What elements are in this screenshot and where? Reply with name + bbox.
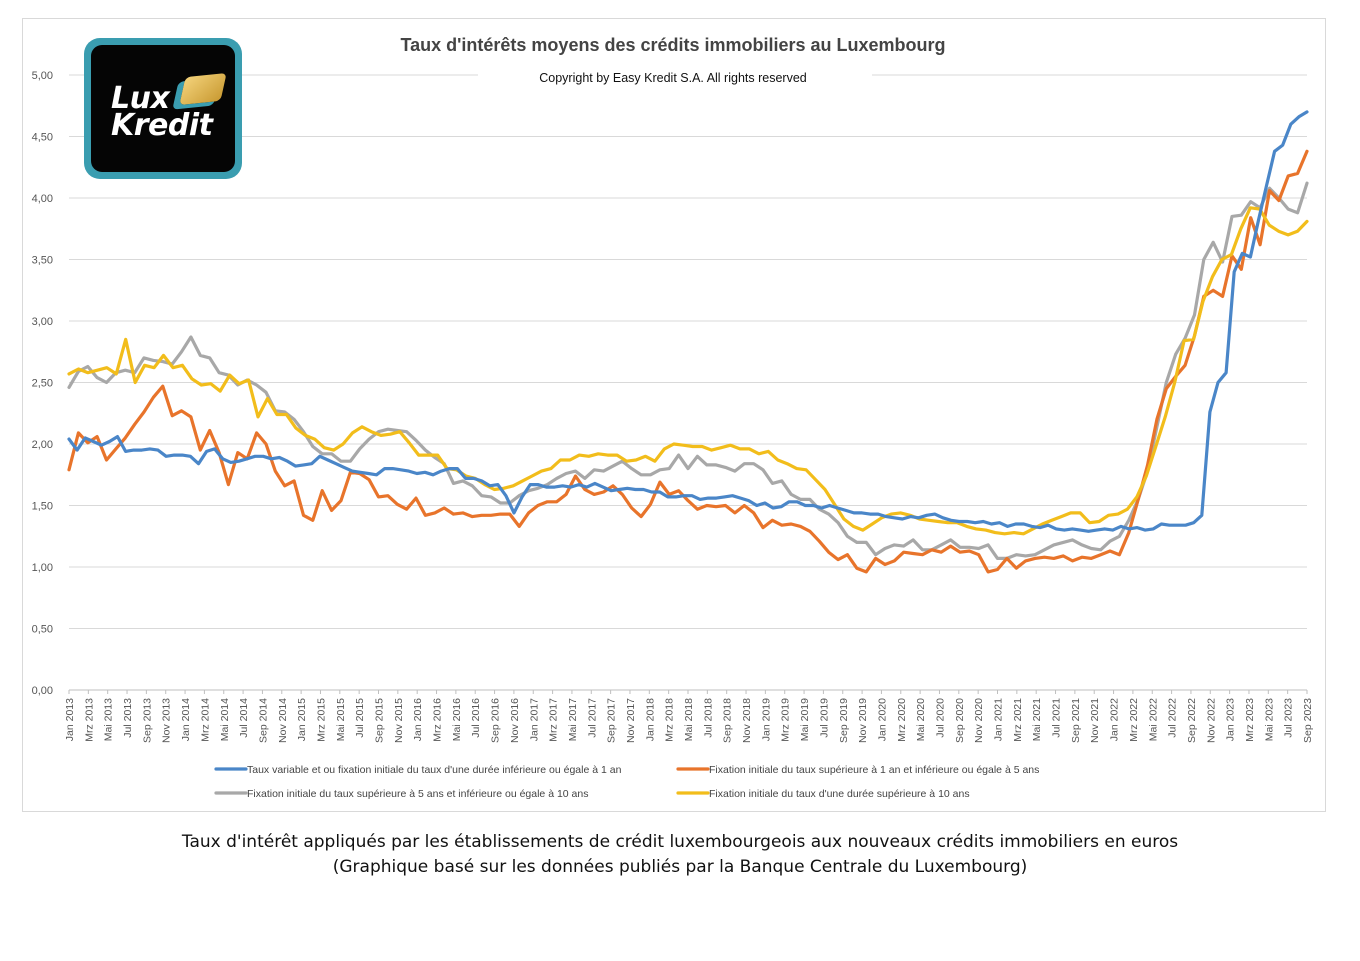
y-tick-label: 3,00 xyxy=(32,316,53,328)
y-tick-label: 0,50 xyxy=(32,624,53,636)
x-tick-label: Mrz 2015 xyxy=(315,698,327,742)
x-tick-label: Mai 2013 xyxy=(103,698,115,741)
x-tick-label: Nov 2013 xyxy=(161,698,173,743)
x-tick-label: Sep 2021 xyxy=(1070,698,1082,743)
x-tick-label: Jan 2015 xyxy=(296,698,308,741)
logo-line2: Kredit xyxy=(111,108,213,143)
legend-label: Taux variable et ou fixation initiale du… xyxy=(247,764,622,776)
x-tick-label: Jan 2023 xyxy=(1225,698,1237,741)
x-tick-label: Mai 2014 xyxy=(219,698,231,741)
x-tick-label: Jul 2017 xyxy=(586,698,598,738)
x-tick-label: Nov 2022 xyxy=(1205,698,1217,743)
x-tick-label: Sep 2019 xyxy=(838,698,850,743)
x-tick-label: Nov 2021 xyxy=(1089,698,1101,743)
x-tick-label: Nov 2019 xyxy=(857,698,869,743)
x-tick-label: Mai 2016 xyxy=(451,698,463,741)
y-tick-label: 1,00 xyxy=(32,562,53,574)
x-tick-label: Mrz 2017 xyxy=(548,698,560,742)
x-tick-label: Mrz 2021 xyxy=(1012,698,1024,742)
x-tick-label: Jan 2019 xyxy=(760,698,772,741)
x-tick-label: Nov 2018 xyxy=(741,698,753,743)
x-tick-label: Jul 2018 xyxy=(702,698,714,738)
x-tick-label: Sep 2023 xyxy=(1302,698,1314,743)
x-tick-label: Mai 2015 xyxy=(335,698,347,741)
x-tick-label: Mrz 2014 xyxy=(199,698,211,742)
x-tick-label: Jul 2021 xyxy=(1051,698,1063,738)
x-tick-label: Sep 2018 xyxy=(722,698,734,743)
x-tick-label: Jul 2022 xyxy=(1167,698,1179,738)
x-tick-label: Sep 2022 xyxy=(1186,698,1198,743)
series-line-2 xyxy=(67,149,1309,574)
x-tick-label: Jul 2015 xyxy=(354,698,366,738)
x-tick-label: Jan 2018 xyxy=(644,698,656,741)
x-tick-label: Jan 2014 xyxy=(180,698,192,741)
x-tick-label: Sep 2020 xyxy=(954,698,966,743)
x-tick-label: Mai 2018 xyxy=(683,698,695,741)
x-tick-label: Mai 2021 xyxy=(1031,698,1043,741)
x-tick-label: Mai 2022 xyxy=(1147,698,1159,741)
y-tick-label: 0,00 xyxy=(32,685,53,697)
caption-line2: (Graphique basé sur les données publiés … xyxy=(332,857,1028,877)
legend-label: Fixation initiale du taux supérieure à 5… xyxy=(247,788,588,800)
x-tick-label: Mrz 2023 xyxy=(1244,698,1256,742)
x-tick-label: Mrz 2019 xyxy=(780,698,792,742)
y-tick-label: 3,50 xyxy=(32,255,53,267)
chart-subtitle: Copyright by Easy Kredit S.A. All rights… xyxy=(539,71,807,85)
x-tick-label: Mrz 2022 xyxy=(1128,698,1140,742)
x-tick-label: Jan 2016 xyxy=(412,698,424,741)
x-tick-label: Nov 2020 xyxy=(973,698,985,743)
x-tick-label: Nov 2015 xyxy=(393,698,405,743)
y-tick-label: 2,00 xyxy=(32,439,53,451)
x-tick-label: Jul 2016 xyxy=(470,698,482,738)
x-tick-label: Jan 2013 xyxy=(64,698,76,741)
x-tick-label: Jan 2022 xyxy=(1109,698,1121,741)
legend-label: Fixation initiale du taux supérieure à 1… xyxy=(709,764,1039,776)
x-tick-label: Sep 2013 xyxy=(141,698,153,743)
series-line-4 xyxy=(67,206,1309,536)
chart-title: Taux d'intérêts moyens des crédits immob… xyxy=(400,35,945,55)
x-tick-label: Sep 2017 xyxy=(606,698,618,743)
x-tick-label: Jul 2019 xyxy=(818,698,830,738)
x-tick-label: Jul 2020 xyxy=(934,698,946,738)
x-tick-label: Mai 2023 xyxy=(1263,698,1275,741)
x-tick-label: Jan 2020 xyxy=(876,698,888,741)
x-tick-label: Sep 2015 xyxy=(374,698,386,743)
y-tick-label: 1,50 xyxy=(32,501,53,513)
x-tick-label: Sep 2014 xyxy=(257,698,269,743)
y-tick-label: 4,00 xyxy=(32,193,53,205)
luxkredit-logo: Lux Kredit xyxy=(84,38,242,179)
x-tick-label: Mai 2020 xyxy=(915,698,927,741)
x-tick-label: Mrz 2020 xyxy=(896,698,908,742)
x-tick-label: Mrz 2018 xyxy=(664,698,676,742)
y-tick-label: 2,50 xyxy=(32,378,53,390)
x-tick-label: Jul 2014 xyxy=(238,698,250,738)
x-tick-label: Jul 2013 xyxy=(122,698,134,738)
x-tick-label: Sep 2016 xyxy=(490,698,502,743)
y-tick-label: 4,50 xyxy=(32,132,53,144)
x-tick-label: Jan 2021 xyxy=(993,698,1005,741)
x-tick-label: Nov 2016 xyxy=(509,698,521,743)
x-tick-label: Jan 2017 xyxy=(528,698,540,741)
x-tick-label: Nov 2017 xyxy=(625,698,637,743)
x-tick-label: Jul 2023 xyxy=(1283,698,1295,738)
caption-line1: Taux d'intérêt appliqués par les établis… xyxy=(181,832,1179,852)
x-tick-label: Mai 2019 xyxy=(799,698,811,741)
x-tick-label: Nov 2014 xyxy=(277,698,289,743)
series-line-1 xyxy=(67,110,1309,533)
x-tick-label: Mai 2017 xyxy=(567,698,579,741)
x-tick-label: Mrz 2013 xyxy=(83,698,95,742)
legend-label: Fixation initiale du taux d'une durée su… xyxy=(709,788,970,800)
logo-line1: Lux xyxy=(111,81,170,116)
x-tick-label: Mrz 2016 xyxy=(432,698,444,742)
y-tick-label: 5,00 xyxy=(32,70,53,82)
